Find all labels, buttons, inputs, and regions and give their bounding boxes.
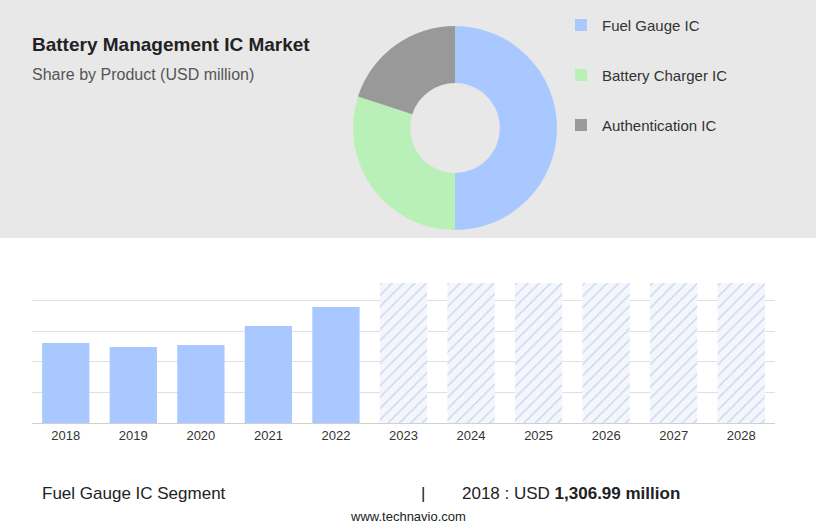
svg-text:2021: 2021 bbox=[254, 428, 283, 443]
svg-text:Authentication IC: Authentication IC bbox=[602, 117, 716, 134]
svg-text:2019: 2019 bbox=[119, 428, 148, 443]
svg-text:2026: 2026 bbox=[592, 428, 621, 443]
svg-text:2028: 2028 bbox=[727, 428, 756, 443]
svg-text:Fuel Gauge IC: Fuel Gauge IC bbox=[602, 17, 700, 34]
svg-text:Fuel Gauge IC Segment: Fuel Gauge IC Segment bbox=[42, 484, 226, 503]
svg-text:2018 : USD 1,306.99 million: 2018 : USD 1,306.99 million bbox=[462, 484, 680, 503]
svg-text:Battery Charger IC: Battery Charger IC bbox=[602, 67, 727, 84]
svg-text:www.technavio.com: www.technavio.com bbox=[350, 509, 466, 524]
svg-text:2018: 2018 bbox=[51, 428, 80, 443]
svg-text:2024: 2024 bbox=[457, 428, 486, 443]
svg-text:|: | bbox=[421, 484, 425, 503]
svg-text:2022: 2022 bbox=[321, 428, 350, 443]
svg-text:Battery Management IC Market: Battery Management IC Market bbox=[32, 34, 310, 55]
svg-text:2025: 2025 bbox=[524, 428, 553, 443]
svg-text:Share by Product (USD million): Share by Product (USD million) bbox=[32, 66, 254, 83]
svg-text:2023: 2023 bbox=[389, 428, 418, 443]
svg-text:2027: 2027 bbox=[659, 428, 688, 443]
svg-text:2020: 2020 bbox=[186, 428, 215, 443]
